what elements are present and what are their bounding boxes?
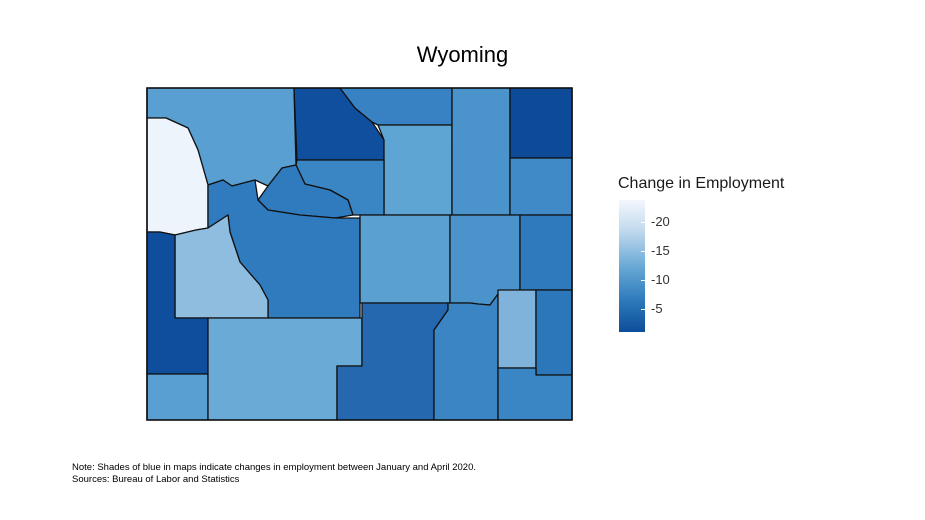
source-text: Sources: Bureau of Labor and Statistics (72, 474, 240, 485)
legend-tick-mark (641, 280, 646, 281)
county-uinta[interactable] (146, 373, 209, 421)
county-laramie[interactable] (497, 367, 573, 421)
county-crook[interactable] (509, 87, 573, 159)
county-niobrara[interactable] (519, 214, 573, 291)
county-weston[interactable] (509, 157, 573, 216)
county-johnson[interactable] (377, 124, 453, 216)
legend-tick-label: -10 (651, 272, 670, 287)
note-text: Note: Shades of blue in maps indicate ch… (72, 462, 477, 473)
legend-tick-label: -15 (651, 243, 670, 258)
county-goshen[interactable] (535, 289, 573, 376)
legend-tick-mark (641, 251, 646, 252)
state-outline (146, 87, 573, 421)
county-campbell[interactable] (451, 87, 511, 216)
county-natrona[interactable] (359, 214, 451, 304)
legend-tick-label: -5 (651, 301, 663, 316)
footnote: Note: Shades of blue in maps indicate ch… (72, 462, 476, 486)
county-platte[interactable] (497, 289, 537, 369)
legend-title: Change in Employment (618, 175, 785, 192)
legend-tick-label: -20 (651, 214, 670, 229)
legend-tick-mark (641, 309, 646, 310)
legend-colorbar (619, 200, 645, 332)
map-title: Wyoming (416, 42, 509, 67)
legend-tick-mark (641, 222, 646, 223)
